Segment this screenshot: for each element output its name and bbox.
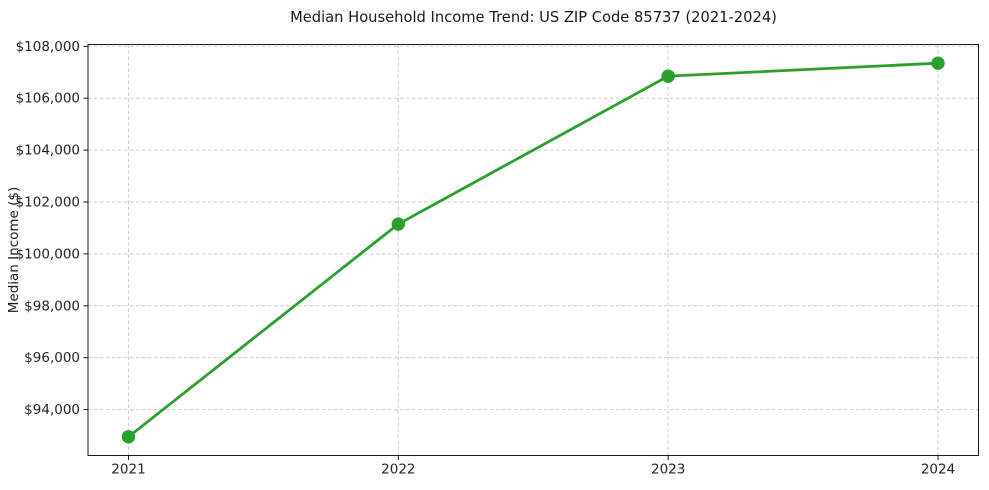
y-tick-label: $102,000 (16, 194, 80, 210)
data-point-2021 (121, 430, 136, 444)
x-tick-label: 2024 (921, 462, 955, 478)
y-tick-label: $104,000 (16, 143, 80, 159)
y-tick-label: $108,000 (16, 39, 80, 55)
y-tick-label: $98,000 (24, 298, 80, 314)
data-point-2023 (661, 69, 675, 83)
plot-frame (87, 44, 979, 456)
y-tick-label: $96,000 (24, 350, 80, 366)
chart-title: Median Household Income Trend: US ZIP Co… (290, 9, 777, 26)
y-tick-label: $106,000 (16, 91, 80, 107)
y-tick-label: $100,000 (16, 246, 80, 262)
data-point-2022 (391, 217, 406, 231)
data-point-2024 (931, 56, 945, 70)
x-tick-label: 2022 (381, 462, 415, 478)
x-tick-label: 2023 (651, 462, 685, 478)
trend-line (127, 61, 940, 439)
y-tick-label: $94,000 (24, 402, 80, 418)
x-tick-label: 2021 (111, 462, 145, 478)
